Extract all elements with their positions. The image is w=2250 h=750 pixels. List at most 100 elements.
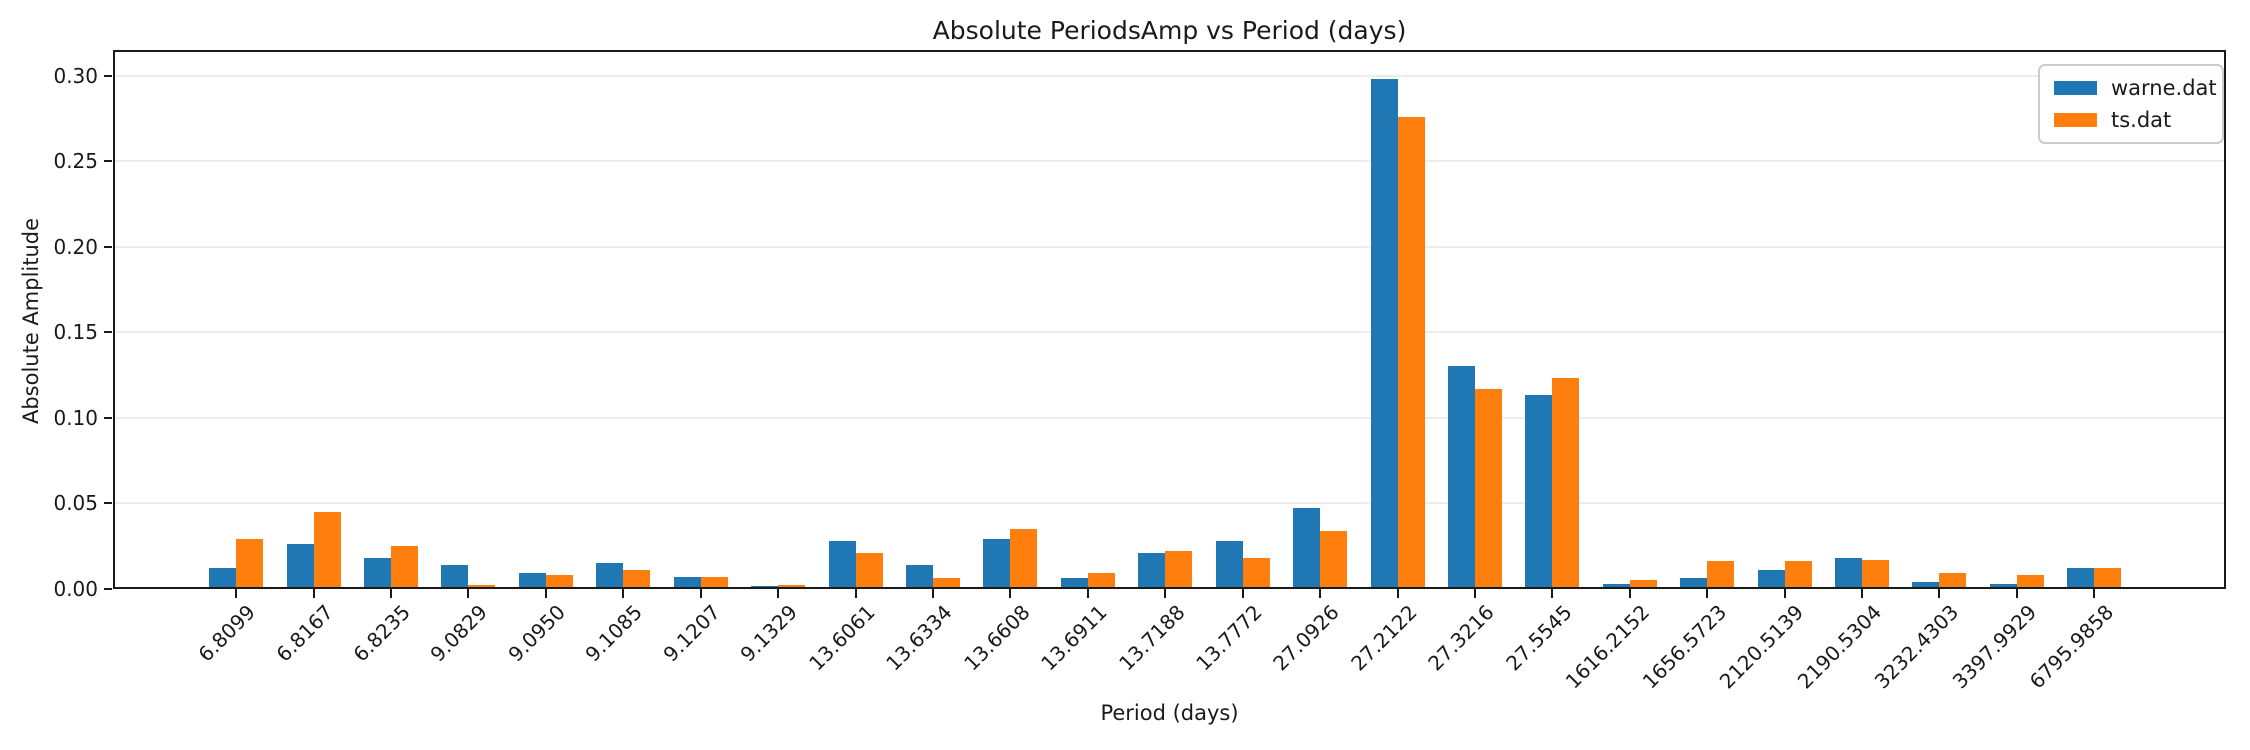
bar-ts.dat-9.1207 — [700, 576, 728, 587]
bar-ts.dat-13.7772 — [1242, 557, 1270, 587]
bar-warne.dat-2120.5139 — [1757, 569, 1785, 587]
xtick-label-27.2122: 27.2122 — [1346, 600, 1422, 676]
xtick-label-9.1329: 9.1329 — [735, 600, 803, 667]
bar-warne.dat-13.6334 — [905, 564, 933, 587]
xtick-mark-13.6334 — [931, 589, 934, 598]
xtick-mark-6.8235 — [390, 589, 393, 598]
xtick-label-13.7772: 13.7772 — [1191, 600, 1267, 676]
bar-warne.dat-1656.5723 — [1680, 578, 1708, 587]
xtick-mark-27.3216 — [1473, 589, 1476, 598]
ytick-label-0.20: 0.20 — [53, 234, 98, 259]
bar-warne.dat-27.2122 — [1370, 79, 1398, 587]
xtick-label-9.0829: 9.0829 — [425, 600, 493, 667]
ytick-label-0.10: 0.10 — [53, 405, 98, 430]
bar-ts.dat-3232.4303 — [1939, 573, 1967, 587]
bar-warne.dat-3397.9929 — [1989, 583, 2017, 587]
legend-item-warne.dat: warne.dat — [2054, 76, 2217, 100]
legend-swatch-ts.dat — [2054, 113, 2097, 127]
bar-warne.dat-6.8235 — [364, 557, 392, 587]
xtick-mark-6.8099 — [235, 589, 238, 598]
chart-title: Absolute PeriodsAmp vs Period (days) — [932, 16, 1407, 45]
ytick-mark-0.00 — [104, 588, 112, 590]
xtick-label-27.0926: 27.0926 — [1268, 600, 1345, 676]
xtick-label-13.6061: 13.6061 — [804, 600, 880, 676]
ytick-mark-0.20 — [104, 245, 112, 248]
bar-ts.dat-27.3216 — [1474, 388, 1502, 587]
bar-ts.dat-6.8099 — [236, 539, 264, 587]
ytick-mark-0.15 — [104, 331, 112, 334]
xtick-mark-6795.9858 — [2093, 589, 2096, 598]
ytick-label-0.05: 0.05 — [53, 491, 98, 516]
bar-ts.dat-2190.5304 — [1862, 559, 1890, 587]
bar-ts.dat-3397.9929 — [2016, 575, 2044, 587]
xtick-mark-13.6911 — [1086, 589, 1089, 598]
bar-ts.dat-13.6608 — [1010, 528, 1038, 587]
ytick-mark-0.05 — [104, 502, 112, 505]
legend-label-warne.dat: warne.dat — [2111, 76, 2217, 100]
bar-ts.dat-27.5545 — [1552, 378, 1580, 587]
bar-warne.dat-6.8099 — [209, 568, 237, 587]
xtick-label-9.1207: 9.1207 — [658, 600, 725, 667]
legend-item-ts.dat: ts.dat — [2054, 108, 2208, 132]
ytick-mark-0.10 — [104, 416, 112, 419]
legend-label-ts.dat: ts.dat — [2111, 108, 2172, 132]
xtick-label-6.8167: 6.8167 — [271, 600, 338, 667]
xtick-mark-9.1329 — [777, 589, 780, 598]
gridline-y-0.15 — [115, 331, 2224, 334]
xtick-mark-13.6061 — [854, 589, 857, 598]
xtick-mark-6.8167 — [312, 589, 315, 598]
gridline-y-0.30 — [115, 74, 2224, 77]
bar-warne.dat-6.8167 — [286, 544, 314, 587]
ytick-mark-0.25 — [104, 160, 112, 163]
xtick-mark-1616.2152 — [1628, 589, 1631, 598]
xtick-mark-13.7188 — [1164, 589, 1167, 598]
ytick-label-0.00: 0.00 — [53, 577, 98, 601]
legend-swatch-warne.dat — [2054, 81, 2097, 95]
bar-warne.dat-9.1085 — [596, 563, 624, 587]
xtick-mark-13.7772 — [1241, 589, 1244, 598]
xtick-mark-3232.4303 — [1938, 589, 1941, 598]
bar-ts.dat-9.0950 — [545, 575, 573, 587]
bar-ts.dat-27.2122 — [1397, 116, 1425, 587]
bar-ts.dat-6.8235 — [391, 545, 419, 587]
xtick-mark-27.2122 — [1396, 589, 1399, 598]
xtick-mark-3397.9929 — [2015, 589, 2018, 598]
bar-ts.dat-13.6911 — [1087, 573, 1115, 587]
bar-ts.dat-9.0829 — [468, 585, 496, 587]
bar-warne.dat-13.6911 — [1060, 578, 1088, 587]
bar-ts.dat-1656.5723 — [1707, 561, 1735, 587]
xtick-mark-9.0950 — [544, 589, 547, 598]
ytick-label-0.15: 0.15 — [53, 320, 98, 345]
bar-warne.dat-13.6608 — [983, 539, 1011, 587]
bar-ts.dat-9.1329 — [778, 585, 806, 587]
bar-ts.dat-13.7188 — [1165, 551, 1193, 587]
xtick-label-13.6608: 13.6608 — [958, 600, 1035, 676]
bar-warne.dat-9.1329 — [751, 586, 779, 587]
bar-warne.dat-1616.2152 — [1602, 583, 1630, 587]
xtick-mark-27.5545 — [1551, 589, 1554, 598]
ytick-mark-0.30 — [104, 74, 112, 77]
bar-warne.dat-6795.9858 — [2067, 568, 2095, 587]
xtick-mark-2190.5304 — [1861, 589, 1864, 598]
bar-warne.dat-13.6061 — [828, 540, 856, 587]
xtick-label-13.6911: 13.6911 — [1036, 600, 1112, 676]
xtick-label-13.7188: 13.7188 — [1113, 600, 1190, 676]
xtick-mark-9.1207 — [699, 589, 702, 598]
gridline-y-0.05 — [115, 502, 2224, 505]
xtick-label-27.5545: 27.5545 — [1500, 600, 1577, 676]
xtick-mark-1656.5723 — [1706, 589, 1709, 598]
xtick-label-9.1085: 9.1085 — [580, 600, 648, 667]
xtick-label-27.3216: 27.3216 — [1423, 600, 1499, 676]
xtick-mark-2120.5139 — [1783, 589, 1786, 598]
ytick-label-0.30: 0.30 — [53, 63, 98, 88]
xtick-label-6.8235: 6.8235 — [348, 600, 416, 667]
xtick-mark-27.0926 — [1319, 589, 1322, 598]
bar-warne.dat-13.7188 — [1138, 552, 1166, 587]
bar-ts.dat-27.0926 — [1320, 530, 1348, 587]
bar-ts.dat-2120.5139 — [1784, 561, 1812, 587]
bar-warne.dat-9.1207 — [673, 576, 701, 587]
legend: warne.dat ts.dat — [2038, 64, 2224, 144]
xtick-mark-9.0829 — [467, 589, 470, 598]
bar-warne.dat-27.3216 — [1447, 366, 1475, 587]
